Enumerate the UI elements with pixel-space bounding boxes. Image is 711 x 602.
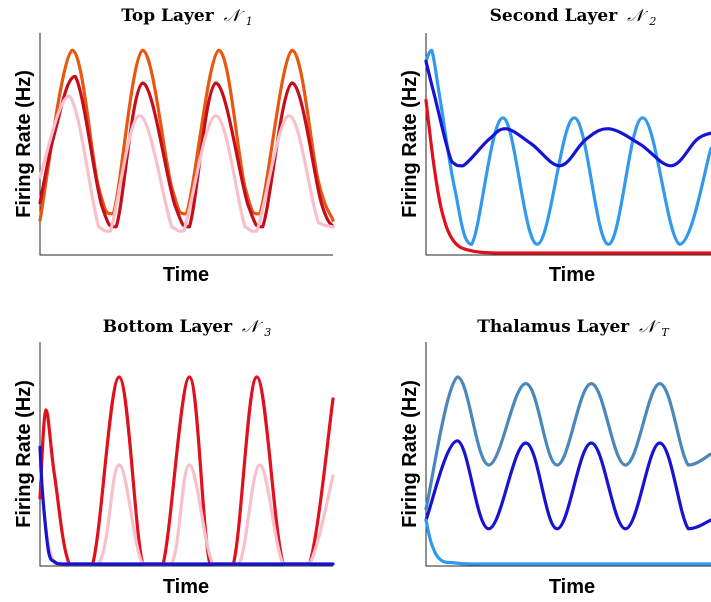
title-text: Thalamus Layer: [477, 317, 630, 337]
title-text: Top Layer: [121, 6, 215, 26]
panel-title-thalamus-layer: Thalamus Layer 𝒩 T: [477, 317, 670, 339]
axes-frame: [39, 33, 333, 256]
panel-second-layer: Second Layer 𝒩 2 Time Firing Rate (Hz): [399, 6, 711, 286]
series-line-3: [38, 445, 335, 566]
curves: [38, 48, 335, 233]
series-line-2: [38, 463, 335, 566]
curves: [38, 375, 335, 566]
title-subscript: T: [661, 326, 670, 339]
title-subscript: 1: [246, 15, 253, 28]
panel-thalamus-layer: Thalamus Layer 𝒩 T Time Firing Rate (Hz): [399, 317, 711, 598]
series-line-1: [424, 48, 711, 246]
x-axis-label: Time: [549, 264, 595, 286]
title-text: Second Layer: [490, 6, 619, 26]
axes-frame: [425, 33, 711, 256]
series-line-3: [38, 94, 335, 233]
curves: [424, 375, 711, 566]
series-line-1: [38, 48, 335, 222]
x-axis-label: Time: [163, 264, 209, 286]
series-line-3: [424, 518, 711, 566]
y-axis-label: Firing Rate (Hz): [13, 70, 35, 218]
series-line-3: [424, 98, 711, 255]
title-symbol: 𝒩: [627, 6, 649, 26]
title-subscript: 2: [648, 15, 656, 28]
series-line-2: [424, 59, 711, 168]
y-axis-label: Firing Rate (Hz): [399, 70, 421, 218]
series-line-1: [424, 375, 711, 511]
y-axis-label: Firing Rate (Hz): [399, 380, 421, 528]
panel-bottom-layer: Bottom Layer 𝒩 3 Time Firing Rate (Hz): [13, 317, 335, 598]
x-axis-label: Time: [549, 576, 595, 598]
title-symbol: 𝒩: [224, 6, 246, 26]
title-subscript: 3: [264, 326, 271, 339]
series-line-2: [424, 439, 711, 531]
panel-title-top-layer: Top Layer 𝒩 1: [121, 6, 253, 28]
panel-top-layer: Top Layer 𝒩 1 Time Firing Rate (Hz): [13, 6, 335, 286]
panel-title-bottom-layer: Bottom Layer 𝒩 3: [103, 317, 271, 339]
axes-frame: [425, 342, 711, 567]
panel-title-second-layer: Second Layer 𝒩 2: [490, 6, 657, 28]
x-axis-label: Time: [163, 576, 209, 598]
title-text: Bottom Layer: [103, 317, 233, 337]
title-symbol: 𝒩: [639, 317, 661, 337]
axes-frame: [39, 342, 333, 567]
curves: [424, 48, 711, 255]
series-line-1: [38, 375, 335, 566]
title-symbol: 𝒩: [242, 317, 264, 337]
y-axis-label: Firing Rate (Hz): [13, 380, 35, 528]
